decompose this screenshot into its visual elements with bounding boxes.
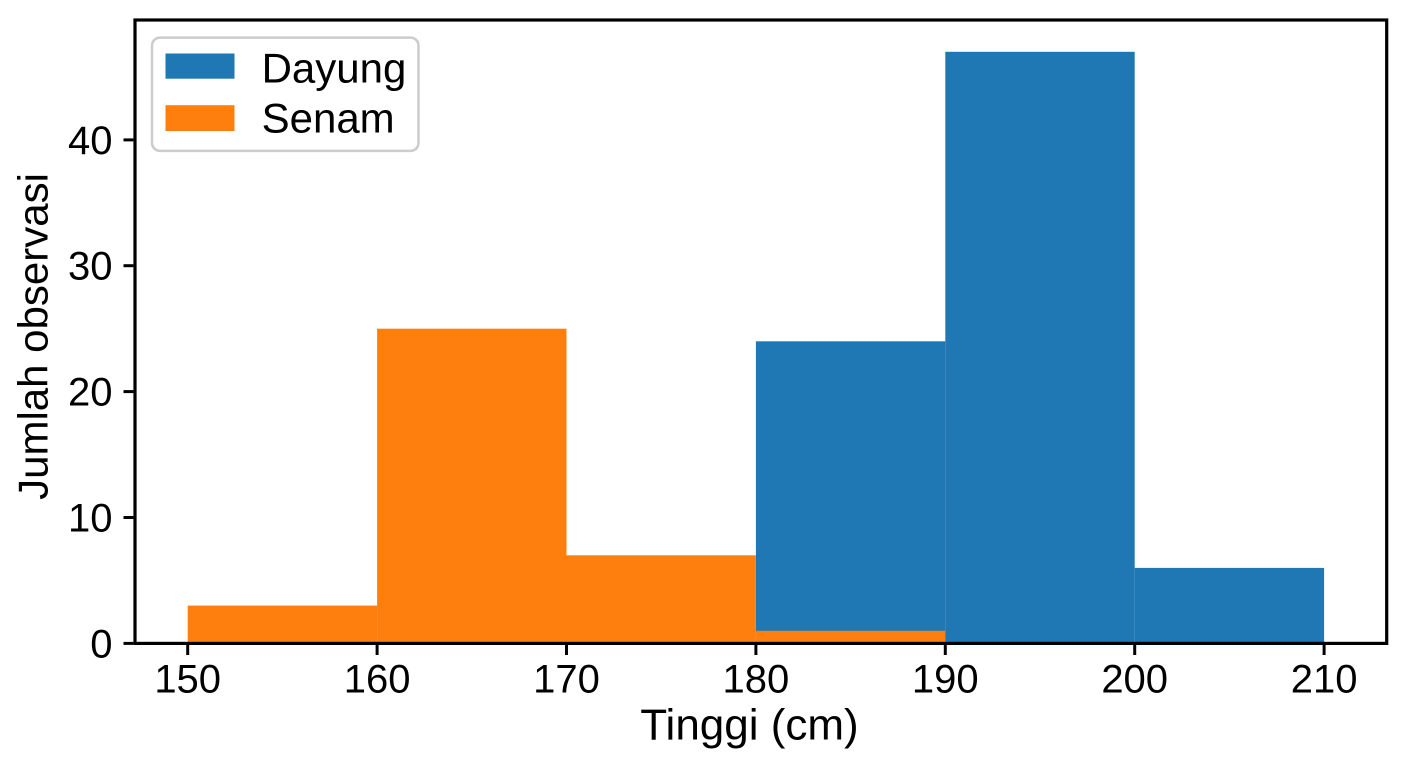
svg-text:10: 10 — [68, 497, 113, 541]
svg-text:Tinggi (cm): Tinggi (cm) — [640, 701, 858, 750]
svg-text:160: 160 — [344, 658, 411, 702]
svg-text:Dayung: Dayung — [262, 45, 407, 92]
svg-text:Jumlah observasi: Jumlah observasi — [10, 173, 57, 500]
svg-text:190: 190 — [912, 658, 979, 702]
svg-text:150: 150 — [154, 658, 221, 702]
svg-text:20: 20 — [68, 371, 113, 415]
svg-text:Senam: Senam — [262, 94, 395, 141]
svg-text:210: 210 — [1291, 658, 1358, 702]
svg-text:30: 30 — [68, 245, 113, 289]
svg-text:170: 170 — [533, 658, 600, 702]
svg-text:200: 200 — [1101, 658, 1168, 702]
svg-text:180: 180 — [723, 658, 790, 702]
svg-text:40: 40 — [68, 119, 113, 163]
svg-text:0: 0 — [90, 622, 112, 666]
